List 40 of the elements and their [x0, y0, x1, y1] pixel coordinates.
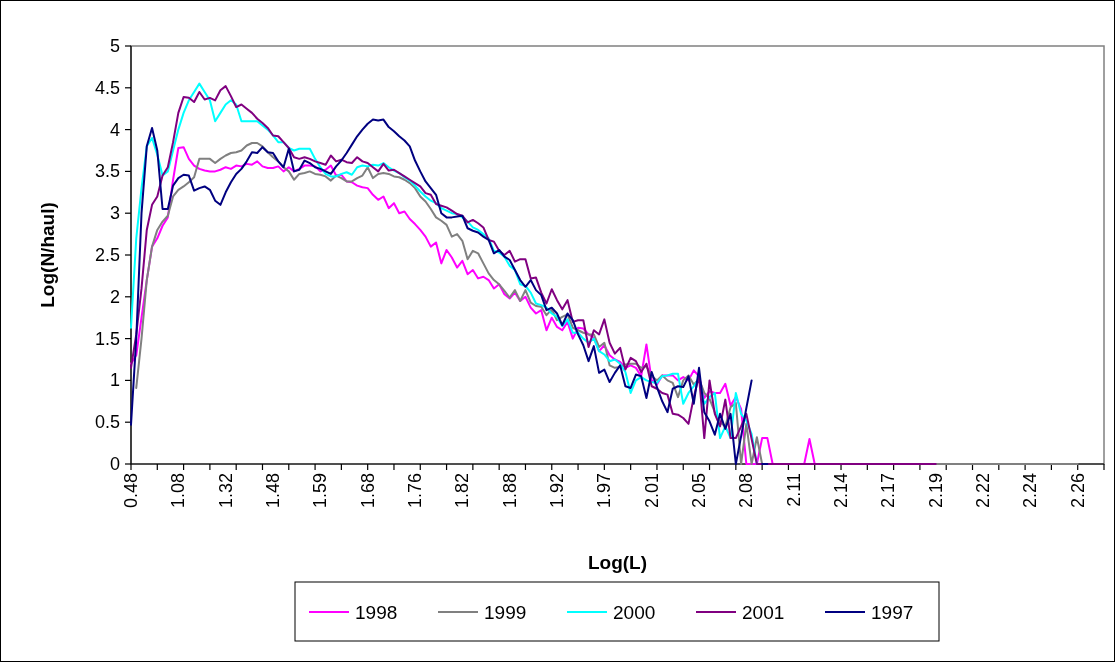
x-tick-label: 2.01 [641, 473, 662, 509]
x-tick-label: 2.26 [1067, 473, 1088, 509]
legend-label: 1998 [355, 601, 398, 623]
y-tick-label: 1 [109, 370, 120, 391]
x-tick-label: 1.08 [168, 473, 189, 509]
x-tick-label: 2.11 [783, 473, 804, 507]
y-tick-label: 3.5 [94, 161, 120, 182]
y-tick-label: 4 [109, 119, 120, 140]
legend-label: 2000 [613, 601, 656, 623]
x-tick-label: 2.17 [878, 473, 899, 509]
x-tick-label: 1.97 [594, 473, 615, 509]
legend-label: 1999 [484, 601, 527, 623]
x-tick-label: 1.68 [357, 473, 378, 509]
x-axis-title: Log(L) [587, 551, 648, 573]
x-tick-label: 1.82 [452, 473, 473, 509]
y-tick-label: 2 [109, 286, 120, 307]
y-tick-label: 1.5 [94, 328, 120, 349]
x-tick-label: 2.24 [1020, 473, 1041, 509]
y-tick-label: 3 [109, 203, 120, 224]
x-tick-label: 1.76 [405, 473, 426, 509]
y-tick-label: 0 [109, 454, 120, 474]
x-tick-label: 2.14 [831, 473, 852, 509]
legend-label: 1997 [871, 601, 914, 623]
x-tick-label: 0.48 [121, 473, 141, 509]
legend-label: 2001 [742, 601, 785, 623]
x-tick-label: 2.08 [736, 473, 757, 509]
x-tick-label: 2.19 [925, 473, 946, 509]
line-series [130, 85, 937, 465]
x-tick-label: 1.88 [499, 473, 520, 509]
y-axis-title: Log(N/haul) [36, 202, 58, 308]
y-tick-label: 4.5 [94, 77, 120, 98]
x-tick-label: 2.22 [973, 473, 994, 509]
x-tick-label: 1.32 [215, 473, 236, 509]
y-tick-label: 5 [109, 36, 120, 56]
y-tick-label: 0.5 [94, 412, 120, 433]
x-tick-label: 1.48 [263, 473, 284, 509]
y-tick-label: 2.5 [94, 245, 120, 265]
x-tick-label: 1.59 [310, 473, 331, 509]
x-tick-label: 2.05 [689, 473, 710, 509]
x-tick-label: 1.92 [547, 473, 568, 509]
